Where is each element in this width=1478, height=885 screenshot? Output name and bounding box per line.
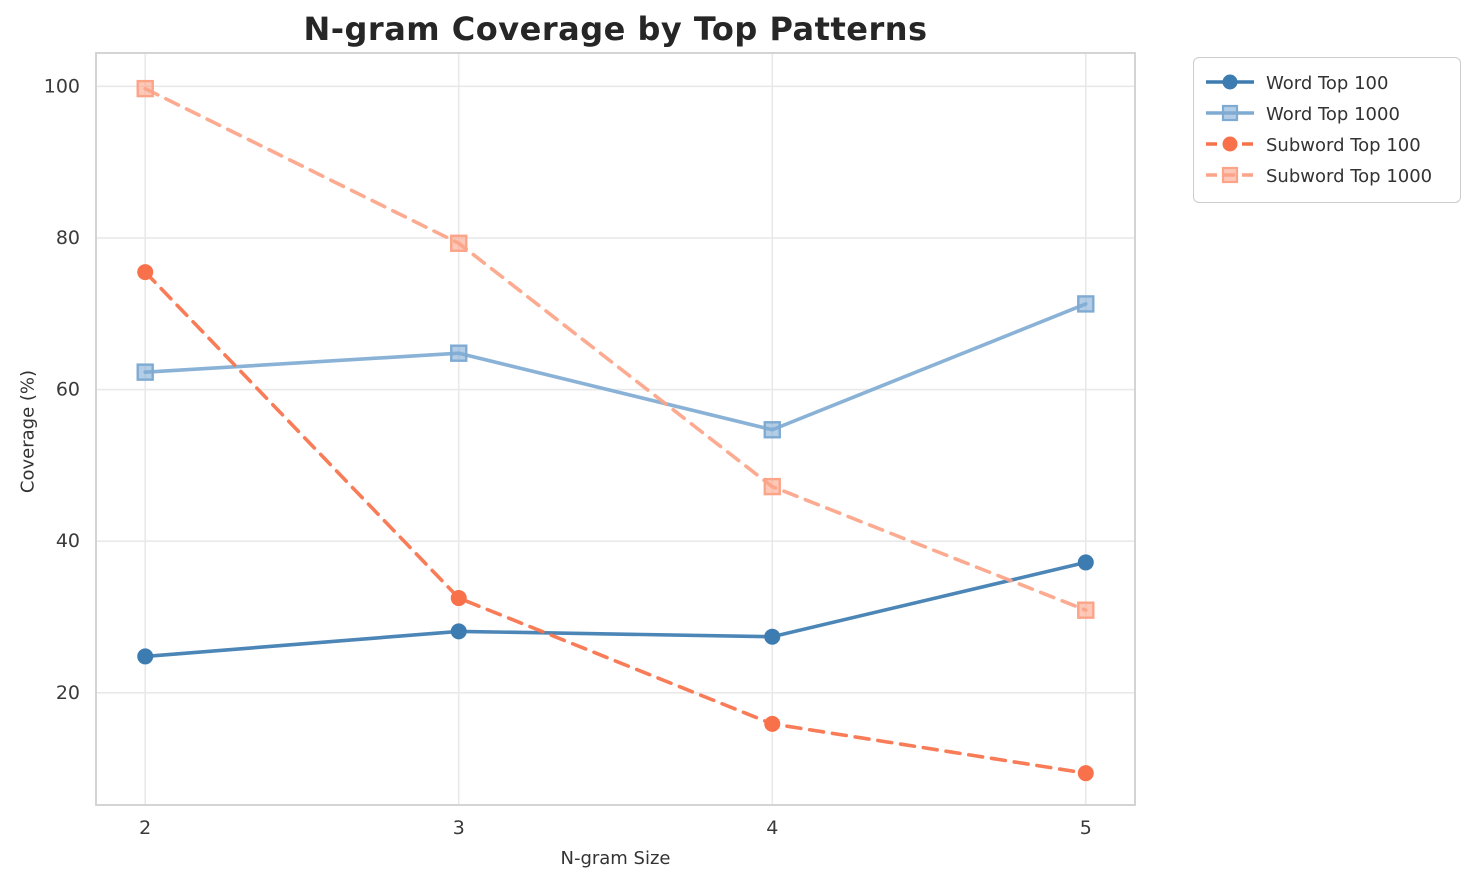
data-point-circle bbox=[1077, 765, 1094, 782]
data-point-square bbox=[1077, 295, 1095, 313]
series-line-subword-top-1000 bbox=[143, 86, 1088, 612]
legend-line-square-icon bbox=[1204, 164, 1256, 190]
legend-label: Word Top 1000 bbox=[1266, 104, 1400, 125]
legend-line-circle-icon bbox=[1204, 71, 1256, 97]
data-point-square bbox=[763, 421, 781, 439]
data-point-circle bbox=[450, 590, 467, 607]
data-point-circle bbox=[450, 623, 467, 640]
legend-item: Subword Top 100 bbox=[1204, 130, 1446, 161]
y-tick-label: 20 bbox=[56, 682, 80, 704]
legend-item: Word Top 1000 bbox=[1204, 99, 1446, 130]
legend-label: Word Top 100 bbox=[1266, 73, 1389, 94]
legend-line-square-icon bbox=[1204, 102, 1256, 128]
series-line-word-top-100 bbox=[143, 560, 1088, 659]
y-tick-label: 80 bbox=[56, 227, 80, 249]
y-tick-label: 40 bbox=[56, 530, 80, 552]
legend-label: Subword Top 1000 bbox=[1266, 166, 1433, 187]
data-point-square bbox=[450, 234, 468, 252]
legend-item: Word Top 100 bbox=[1204, 68, 1446, 99]
data-point-square bbox=[136, 363, 154, 381]
x-tick-label: 2 bbox=[139, 817, 151, 839]
data-point-circle bbox=[137, 264, 154, 281]
legend-label: Subword Top 100 bbox=[1266, 135, 1421, 156]
series-line-subword-top-100 bbox=[143, 270, 1088, 775]
data-point-circle bbox=[137, 648, 154, 665]
series-line-word-top-1000 bbox=[143, 302, 1088, 432]
data-point-square bbox=[1077, 601, 1095, 619]
x-tick-label: 5 bbox=[1080, 817, 1092, 839]
data-point-square bbox=[763, 477, 781, 496]
legend-item: Subword Top 1000 bbox=[1204, 161, 1446, 192]
axes-spines bbox=[95, 52, 1136, 806]
y-axis-label: Coverage (%) bbox=[17, 369, 39, 494]
data-point-square bbox=[136, 79, 154, 98]
legend: Word Top 100 Word Top 1000 Subword Top 100… bbox=[1193, 57, 1461, 203]
chart-title: N-gram Coverage by Top Patterns bbox=[303, 10, 928, 48]
x-tick-label: 4 bbox=[766, 817, 778, 839]
data-point-square bbox=[450, 344, 468, 362]
data-point-circle bbox=[764, 628, 781, 645]
y-tick-label: 100 bbox=[44, 75, 80, 97]
legend-line-circle-icon bbox=[1204, 133, 1256, 159]
data-point-circle bbox=[1077, 554, 1094, 571]
x-tick-label: 3 bbox=[453, 817, 465, 839]
data-point-circle bbox=[764, 715, 781, 732]
y-tick-label: 60 bbox=[56, 379, 80, 401]
x-axis-label: N-gram Size bbox=[560, 848, 671, 869]
